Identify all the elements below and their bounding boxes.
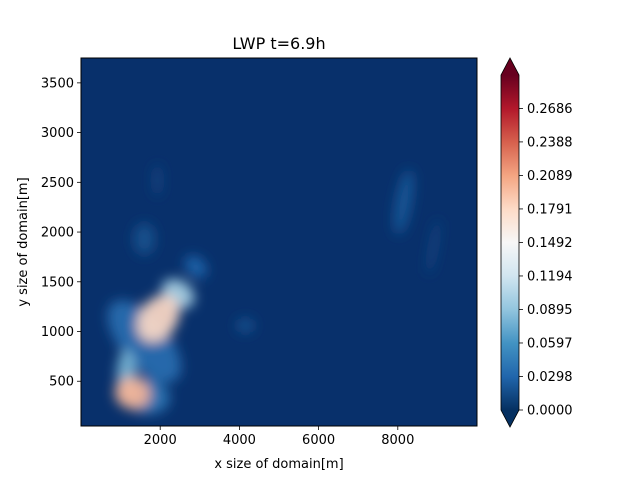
colorbar-tick-label: 0.2388 — [527, 135, 573, 150]
colorbar-extend-min — [501, 410, 519, 427]
colorbar-tick-label: 0.2686 — [527, 102, 573, 117]
colorbar-tick-label: 0.0000 — [527, 404, 573, 419]
x-tick-label: 6000 — [302, 433, 335, 448]
heatmap-field — [107, 164, 440, 415]
colorbar: 0.0000 0.0298 0.0597 0.0895 0.1194 0.1492 0.17… — [500, 57, 573, 428]
colorbar-tick-label: 0.0597 — [527, 336, 573, 351]
y-tick-label: 500 — [49, 375, 74, 390]
plot-area — [80, 57, 478, 427]
lwp-cloud-region — [136, 294, 180, 343]
y-axis: 500 1000 1500 2000 2500 3000 3500 — [41, 76, 81, 390]
x-axis-label: x size of domain[m] — [214, 457, 343, 472]
y-tick-label: 3000 — [41, 126, 74, 141]
y-tick-label: 1500 — [41, 275, 74, 290]
x-tick-label: 2000 — [144, 433, 177, 448]
y-tick-label: 2500 — [41, 176, 74, 191]
x-axis: 2000 4000 6000 8000 — [144, 426, 414, 448]
colorbar-tick-label: 0.1194 — [527, 269, 573, 284]
lwp-cloud-region — [184, 255, 208, 279]
colorbar-tick-label: 0.1791 — [527, 202, 573, 217]
colorbar-tick-label: 0.0298 — [527, 370, 573, 385]
y-tick-label: 1000 — [41, 325, 74, 340]
y-tick-label: 2000 — [41, 226, 74, 241]
plot-frame — [80, 57, 478, 427]
lwp-cloud-region — [133, 223, 156, 255]
lwp-cloud-region — [107, 300, 182, 383]
lwp-cloud-region — [114, 377, 151, 410]
lwp-cloud-region — [394, 169, 414, 235]
lwp-cloud-region — [236, 318, 255, 333]
lwp-cloud-region — [427, 219, 440, 275]
chart-title: LWP t=6.9h — [232, 34, 325, 53]
y-axis-label: y size of domain[m] — [16, 177, 31, 306]
lwp-cloud-region — [153, 164, 161, 197]
colorbar-extend-max — [501, 58, 519, 75]
y-tick-label: 3500 — [41, 76, 74, 91]
colorbar-gradient — [501, 75, 519, 410]
colorbar-tick-label: 0.0895 — [527, 303, 573, 318]
x-tick-label: 4000 — [223, 433, 256, 448]
colorbar-tick-label: 0.2089 — [527, 169, 573, 184]
x-tick-label: 8000 — [381, 433, 414, 448]
colorbar-tick-label: 0.1492 — [527, 236, 573, 251]
colorbar-ticks: 0.0000 0.0298 0.0597 0.0895 0.1194 0.1492 0.17… — [519, 102, 573, 419]
